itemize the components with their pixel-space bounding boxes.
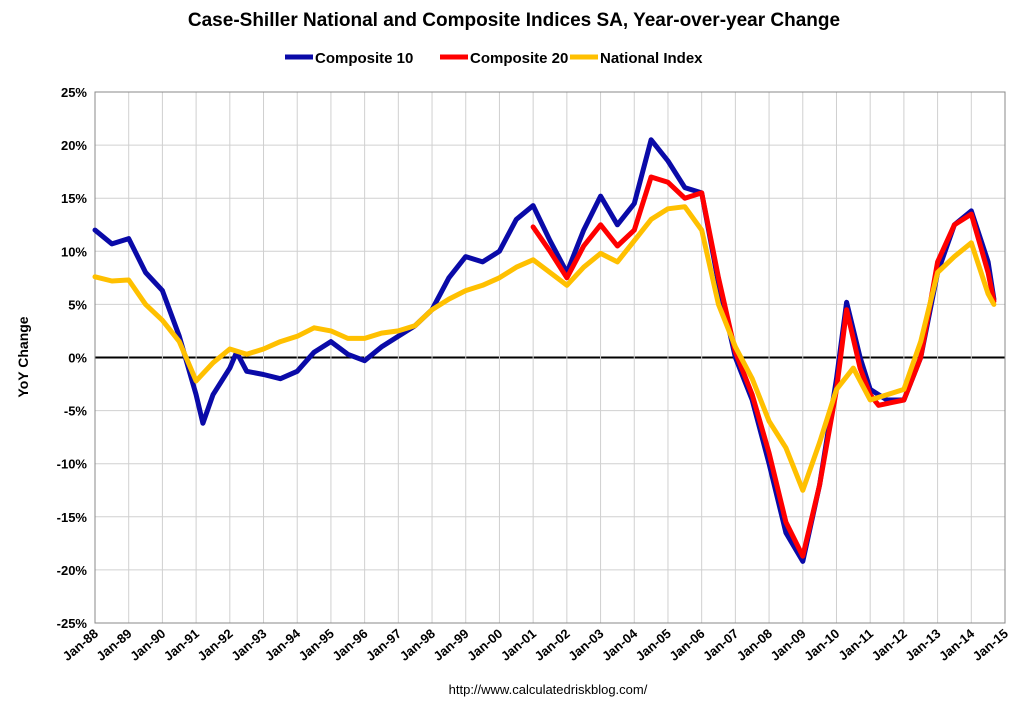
- y-tick-label: -10%: [57, 457, 88, 472]
- series-line: [92, 204, 997, 493]
- chart-title: Case-Shiller National and Composite Indi…: [188, 10, 840, 31]
- y-tick-label: 20%: [61, 138, 87, 153]
- legend-label: Composite 20: [470, 50, 568, 67]
- legend-label: Composite 10: [315, 50, 413, 67]
- source: http://www.calculatedriskblog.com/: [449, 682, 648, 697]
- plot-border: [94, 91, 1006, 624]
- series-line: [530, 174, 997, 559]
- y-tick-label: -15%: [57, 510, 88, 525]
- y-tick-label: 5%: [68, 297, 87, 312]
- legend-label: National Index: [600, 50, 703, 67]
- y-axis-label: YoY Change: [15, 316, 31, 397]
- y-tick-label: -5%: [64, 404, 88, 419]
- y-tick-label: 15%: [61, 191, 87, 206]
- y-tick-label: -25%: [57, 616, 88, 631]
- y-tick-label: 25%: [61, 85, 87, 100]
- legend: Composite 10 Composite 20 National Index: [285, 50, 703, 67]
- y-tick-label: 10%: [61, 244, 87, 259]
- y-tick-label: 0%: [68, 351, 87, 366]
- y-tick-label: -20%: [57, 563, 88, 578]
